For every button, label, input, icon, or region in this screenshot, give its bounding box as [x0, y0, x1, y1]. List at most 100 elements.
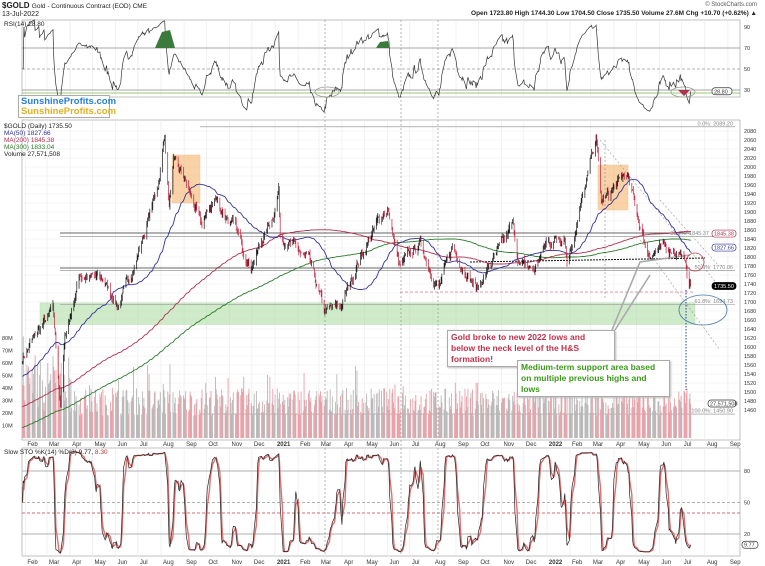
volume-bar: [419, 409, 421, 438]
volume-bar: [377, 392, 379, 438]
volume-bar: [669, 394, 671, 438]
volume-bar: [110, 411, 112, 438]
volume-bar: [174, 397, 176, 438]
volume-bar: [323, 405, 325, 438]
volume-bar: [636, 388, 638, 438]
volume-bar: [49, 380, 51, 438]
volume-bar: [153, 392, 155, 438]
x-tick-label: Feb: [300, 442, 311, 448]
price-tick-label: 1860: [744, 228, 756, 234]
volume-bar: [502, 397, 504, 438]
volume-bar: [147, 365, 149, 438]
volume-bar: [258, 403, 260, 438]
volume-bar: [58, 374, 60, 438]
legend-ma300: MA(300) 1833.04: [4, 144, 55, 151]
x-tick-label: Jul: [412, 560, 420, 566]
x-tick-label: Aug: [707, 442, 718, 448]
volume-bar: [389, 388, 391, 438]
volume-bar: [295, 413, 297, 438]
volume-bar: [632, 407, 634, 438]
volume-bar: [206, 405, 208, 438]
volume-bar: [384, 388, 385, 438]
price-tick-label: 1740: [744, 282, 756, 288]
volume-bar: [372, 413, 374, 438]
volume-bar: [482, 413, 484, 438]
volume-bar: [429, 390, 431, 438]
volume-bar: [555, 388, 557, 438]
volume-bar: [279, 392, 280, 438]
volume-bar: [597, 397, 599, 438]
volume-bar: [34, 355, 36, 438]
volume-bar: [33, 364, 35, 438]
volume-tick-label: 50M: [2, 374, 13, 380]
volume-bar: [264, 404, 266, 438]
volume-bar: [198, 414, 200, 438]
volume-bar: [460, 401, 462, 438]
volume-bar: [584, 402, 586, 438]
volume-bar: [79, 415, 81, 438]
rsi-panel: [21, 19, 741, 98]
volume-bar: [173, 412, 175, 438]
volume-bar: [455, 393, 457, 438]
volume-bar: [423, 407, 425, 438]
price-tick-label: 1460: [744, 408, 756, 414]
volume-bar: [373, 394, 375, 438]
x-tick-label: Feb: [27, 560, 38, 566]
volume-bar: [457, 403, 458, 438]
volume-bar: [516, 392, 518, 438]
volume-bar: [481, 392, 483, 438]
volume-bar: [375, 393, 377, 438]
volume-bar: [507, 411, 508, 438]
volume-bar: [436, 407, 438, 438]
volume-bar: [424, 406, 426, 438]
volume-bar: [430, 411, 432, 438]
volume-bar: [92, 412, 93, 438]
volume-bar: [222, 396, 224, 438]
volume-bar: [596, 415, 598, 438]
volume-bar: [404, 395, 406, 438]
volume-bar: [618, 403, 619, 438]
volume-bar: [540, 413, 542, 438]
volume-bar: [48, 382, 50, 438]
volume-bar: [211, 414, 213, 438]
volume-bar: [178, 397, 180, 438]
volume-bar: [23, 385, 25, 438]
volume-bar: [126, 389, 128, 438]
volume-bar: [182, 395, 184, 438]
volume-bar: [655, 411, 657, 438]
volume-bar: [539, 389, 541, 438]
volume-bar: [86, 405, 88, 438]
volume-bar: [476, 401, 478, 438]
volume-bar: [371, 398, 373, 438]
volume-bar: [480, 393, 482, 438]
volume-bar: [315, 396, 317, 438]
x-tick-label: Jul: [412, 442, 420, 448]
volume-bar: [629, 395, 631, 438]
volume-bar: [118, 380, 120, 438]
volume-bar: [642, 395, 644, 438]
volume-bar: [130, 401, 132, 438]
volume-bar: [284, 399, 286, 438]
volume-bar: [690, 403, 692, 438]
volume-bar: [278, 398, 280, 438]
volume-bar: [644, 409, 645, 438]
volume-bar: [273, 404, 274, 438]
volume-bar: [626, 388, 628, 438]
volume-bar: [509, 400, 511, 438]
volume-bar: [559, 411, 561, 438]
x-tick-label: Oct: [208, 560, 218, 566]
volume-bar: [465, 410, 467, 438]
volume-bar: [438, 406, 440, 438]
volume-bar: [263, 411, 265, 438]
volume-bar: [245, 409, 247, 438]
volume-bar: [360, 411, 362, 438]
volume-bar: [413, 410, 415, 438]
volume-bar: [361, 398, 363, 438]
volume-bar: [236, 392, 238, 438]
volume-bar: [288, 393, 290, 438]
volume-bar: [91, 401, 93, 438]
volume-bar: [269, 376, 271, 438]
volume-bar: [282, 395, 284, 438]
price-tick-label: 1600: [744, 345, 756, 351]
volume-bar: [104, 395, 106, 438]
